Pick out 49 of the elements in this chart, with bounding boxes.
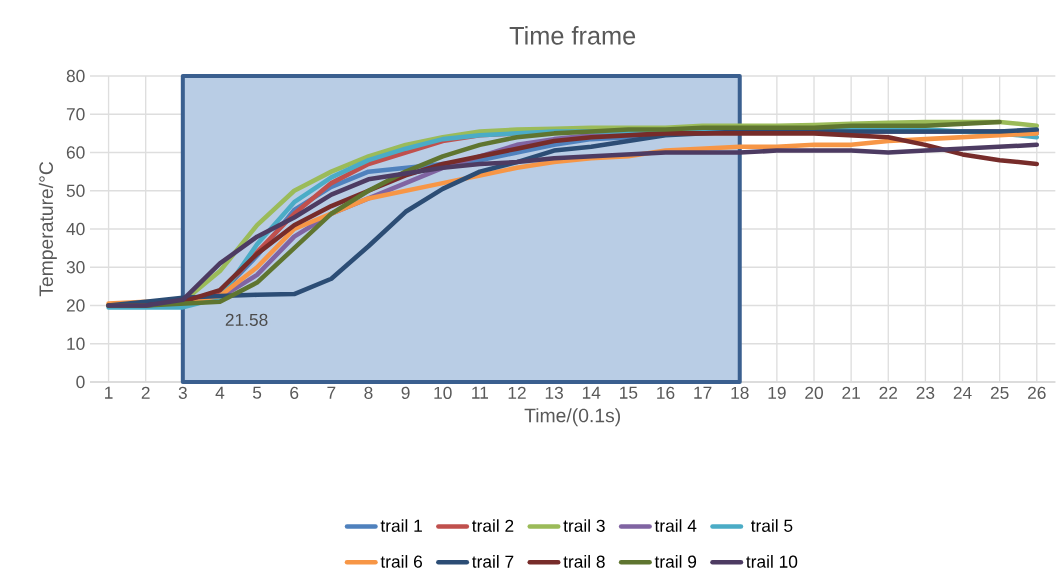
x-tick-label: 9 <box>401 386 410 399</box>
y-tick-label: 10 <box>67 337 85 350</box>
legend-label: trail 7 <box>472 555 514 568</box>
y-tick-label: 70 <box>66 108 85 121</box>
x-tick-label: 25 <box>990 386 1009 399</box>
annotation: 21.58 <box>225 313 268 326</box>
x-tick-label: 26 <box>1028 386 1046 399</box>
legend-label: trail 6 <box>380 555 423 568</box>
x-axis-title: Time/(0.1s) <box>524 408 620 427</box>
x-tick-label: 12 <box>508 386 526 399</box>
x-tick-label: 5 <box>252 386 262 399</box>
x-tick-label: 2 <box>141 386 150 399</box>
x-tick-label: 18 <box>731 386 749 399</box>
x-tick-label: 7 <box>327 386 336 399</box>
x-tick-label: 3 <box>178 386 187 399</box>
y-tick-label: 80 <box>66 69 85 83</box>
x-tick-label: 8 <box>364 386 373 399</box>
x-tick-label: 22 <box>879 386 898 399</box>
x-tick-label: 20 <box>805 386 823 399</box>
x-tick-label: 16 <box>657 386 675 399</box>
x-tick-label: 23 <box>916 386 935 399</box>
legend-label: trail 3 <box>563 519 605 532</box>
x-tick-label: 17 <box>694 386 712 399</box>
y-tick-label: 0 <box>76 375 85 389</box>
x-tick-label: 11 <box>472 386 489 399</box>
y-axis-title: Temperature/°C <box>38 161 57 297</box>
y-tick-label: 60 <box>66 146 85 159</box>
x-tick-label: 21 <box>842 386 860 399</box>
x-tick-label: 19 <box>768 386 786 399</box>
y-tick-label: 50 <box>66 184 85 197</box>
legend-label: trail 9 <box>654 555 697 568</box>
legend-label: trail 5 <box>750 519 793 532</box>
y-tick-label: 40 <box>66 222 85 236</box>
x-tick-label: 14 <box>582 386 601 399</box>
x-tick-label: 1 <box>105 386 113 399</box>
x-tick-label: 24 <box>953 386 972 399</box>
x-tick-label: 15 <box>620 386 638 399</box>
chart-title: Time frame <box>509 26 636 45</box>
legend-label: trail 1 <box>380 519 422 532</box>
x-tick-label: 4 <box>215 386 225 399</box>
legend-label: trail 4 <box>654 519 697 532</box>
x-tick-label: 13 <box>545 386 563 399</box>
legend-label: trail 8 <box>563 555 605 568</box>
x-tick-label: 6 <box>290 386 299 399</box>
y-tick-label: 20 <box>66 299 85 312</box>
x-tick-label: 10 <box>434 386 452 399</box>
legend-label: trail 2 <box>472 519 514 532</box>
y-tick-label: 30 <box>66 261 85 274</box>
legend-label: trail 10 <box>746 555 798 568</box>
